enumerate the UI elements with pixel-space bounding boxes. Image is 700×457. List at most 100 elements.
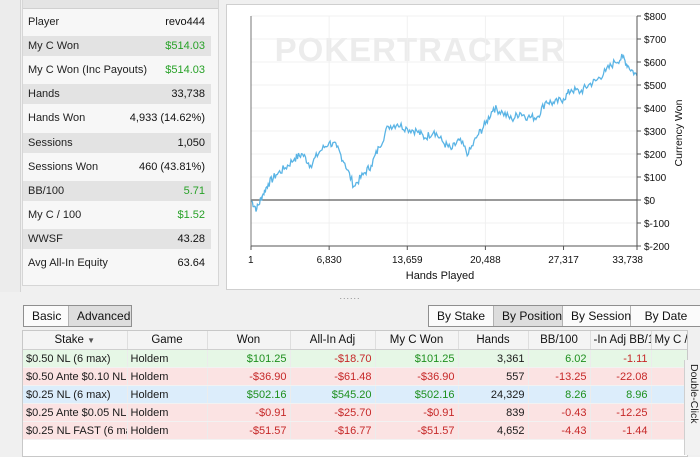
cell-myc-100 xyxy=(651,385,687,404)
stat-row: Hands Won 4,933 (14.62%) xyxy=(23,108,211,128)
cell-hands: 4,652 xyxy=(458,421,529,440)
cell-adjbb: -22.08 xyxy=(590,367,652,386)
by-session-button[interactable]: By Session xyxy=(563,306,631,326)
cell-hands: 3,361 xyxy=(458,349,529,368)
stat-row: Sessions Won 460 (43.81%) xyxy=(23,157,211,177)
cell-myc-100 xyxy=(651,349,687,368)
x-tick-label: 6,830 xyxy=(317,255,342,266)
cell-stake: $0.25 NL FAST (6 ma xyxy=(23,421,128,440)
x-tick-labels: 1 6,830 13,659 20,488 27,317 33,738 xyxy=(248,255,643,266)
stat-row: Avg All-In Equity 63.64 xyxy=(23,253,211,273)
y-tick-label: $600 xyxy=(644,58,667,69)
cell-adjbb: -1.11 xyxy=(590,349,652,368)
cell-adjbb: -1.44 xyxy=(590,421,652,440)
grouping-toggle: By Stake By Position By Session By Date xyxy=(428,305,700,327)
stat-label: WWSF xyxy=(28,232,63,245)
cell-bb100: -13.25 xyxy=(528,367,591,386)
stats-header xyxy=(23,0,218,9)
cell-allin: -$18.70 xyxy=(290,349,376,368)
cell-game: Holdem xyxy=(127,349,208,368)
y-tick-label: $0 xyxy=(644,196,656,207)
cell-allin: $545.20 xyxy=(290,385,376,404)
cell-allin: -$25.70 xyxy=(290,403,376,422)
cell-myc-100 xyxy=(651,403,687,422)
y-tick-label: $-100 xyxy=(644,219,670,230)
y-tick-label: $100 xyxy=(644,173,667,184)
double-click-label: Double-Click xyxy=(688,364,700,424)
stat-row: WWSF 43.28 xyxy=(23,228,211,249)
left-dock-strip xyxy=(0,0,21,292)
col-header-myc-won[interactable]: My C Won xyxy=(375,331,459,350)
stat-row: Sessions 1,050 xyxy=(23,132,211,153)
cell-won: -$0.91 xyxy=(207,403,291,422)
x-tick-label: 33,738 xyxy=(612,255,643,266)
y-tick-label: $200 xyxy=(644,150,667,161)
table-header-row: Stake ▼ Game Won All-In Adj My C Won Han… xyxy=(23,331,687,350)
panel-splitter[interactable]: ...... xyxy=(339,291,361,301)
cell-won: $101.25 xyxy=(207,349,291,368)
cell-hands: 839 xyxy=(458,403,529,422)
series-line xyxy=(250,53,638,212)
stat-label: My C Won xyxy=(28,40,80,53)
by-position-button[interactable]: By Position xyxy=(494,306,563,326)
col-header-adj-bb100[interactable]: -In Adj BB/1 xyxy=(590,331,652,350)
stat-value: 4,933 (14.62%) xyxy=(129,112,205,125)
cell-mycwon: $502.16 xyxy=(375,385,459,404)
advanced-button[interactable]: Advanced xyxy=(69,306,131,326)
cell-bb100: -0.43 xyxy=(528,403,591,422)
by-stake-button[interactable]: By Stake xyxy=(429,306,494,326)
stat-row: My C Won $514.03 xyxy=(23,36,211,57)
x-tick-label: 27,317 xyxy=(548,255,579,266)
col-header-myc-100[interactable]: My C / xyxy=(651,331,687,350)
by-date-button[interactable]: By Date xyxy=(644,309,688,323)
sort-down-icon: ▼ xyxy=(87,336,96,345)
view-toggle: Basic Advanced xyxy=(23,305,132,327)
stat-value: $1.52 xyxy=(177,208,205,221)
col-header-game[interactable]: Game xyxy=(127,331,208,350)
double-click-hint: Double-Click xyxy=(684,360,700,455)
stat-label: My C Won (Inc Payouts) xyxy=(28,64,147,77)
cell-mycwon: -$51.57 xyxy=(375,421,459,440)
cell-myc-100 xyxy=(651,367,687,386)
col-header-won[interactable]: Won xyxy=(207,331,291,350)
stat-value: 460 (43.81%) xyxy=(138,160,205,173)
y-tick-label: $-200 xyxy=(644,242,670,253)
y-tick-label: $400 xyxy=(644,104,667,115)
table-row[interactable]: $0.25 NL (6 max) Holdem $502.16 $545.20 $502… xyxy=(23,385,687,404)
stat-label: BB/100 xyxy=(28,184,65,197)
stat-label: My C / 100 xyxy=(28,208,82,221)
table-row[interactable]: $0.50 NL (6 max) Holdem $101.25 -$18.70 $101… xyxy=(23,349,687,368)
stats-table: Stake ▼ Game Won All-In Adj My C Won Han… xyxy=(22,330,688,457)
stat-label: Sessions xyxy=(28,136,73,149)
table-row[interactable]: $0.50 Ante $0.10 NL (Holdem -$36.90 -$61.4… xyxy=(23,367,687,386)
col-header-bb100[interactable]: BB/100 xyxy=(528,331,591,350)
cell-allin: -$61.48 xyxy=(290,367,376,386)
stat-value: 1,050 xyxy=(177,136,205,149)
table-row[interactable]: $0.25 NL FAST (6 ma Holdem -$51.57 -$16.77-… xyxy=(23,421,687,440)
basic-button[interactable]: Basic xyxy=(24,306,69,326)
y-axis-label: Currency Won xyxy=(673,99,685,166)
stat-row: My C / 100 $1.52 xyxy=(23,205,211,225)
cell-won: $502.16 xyxy=(207,385,291,404)
y-tick-label: $300 xyxy=(644,127,667,138)
cell-adjbb: 8.96 xyxy=(590,385,652,404)
cell-stake: $0.50 Ante $0.10 NL ( xyxy=(23,367,128,386)
cell-game: Holdem xyxy=(127,421,208,440)
x-axis-label: Hands Played xyxy=(406,270,475,282)
col-header-allin-adj[interactable]: All-In Adj xyxy=(290,331,376,350)
col-header-hands[interactable]: Hands xyxy=(458,331,529,350)
cell-hands: 24,329 xyxy=(458,385,529,404)
cell-mycwon: -$0.91 xyxy=(375,403,459,422)
table-row[interactable]: $0.25 Ante $0.05 NL (Holdem -$0.91 -$25.70… xyxy=(23,403,687,422)
cell-game: Holdem xyxy=(127,403,208,422)
cell-adjbb: -12.25 xyxy=(590,403,652,422)
stat-label: Player xyxy=(28,16,60,28)
cell-stake: $0.50 NL (6 max) xyxy=(23,349,128,368)
col-header-stake[interactable]: Stake ▼ xyxy=(23,331,128,350)
stat-value: revo444 xyxy=(165,16,205,28)
cell-mycwon: $101.25 xyxy=(375,349,459,368)
stat-row: Hands 33,738 xyxy=(23,84,211,105)
y-tick-labels: $800 $700 $600 $500 $400 $300 $200 $100 $0 $-100 $… xyxy=(644,12,670,253)
stat-row: My C Won (Inc Payouts) $514.03 xyxy=(23,60,211,80)
stat-row: Player revo444 xyxy=(23,12,211,32)
